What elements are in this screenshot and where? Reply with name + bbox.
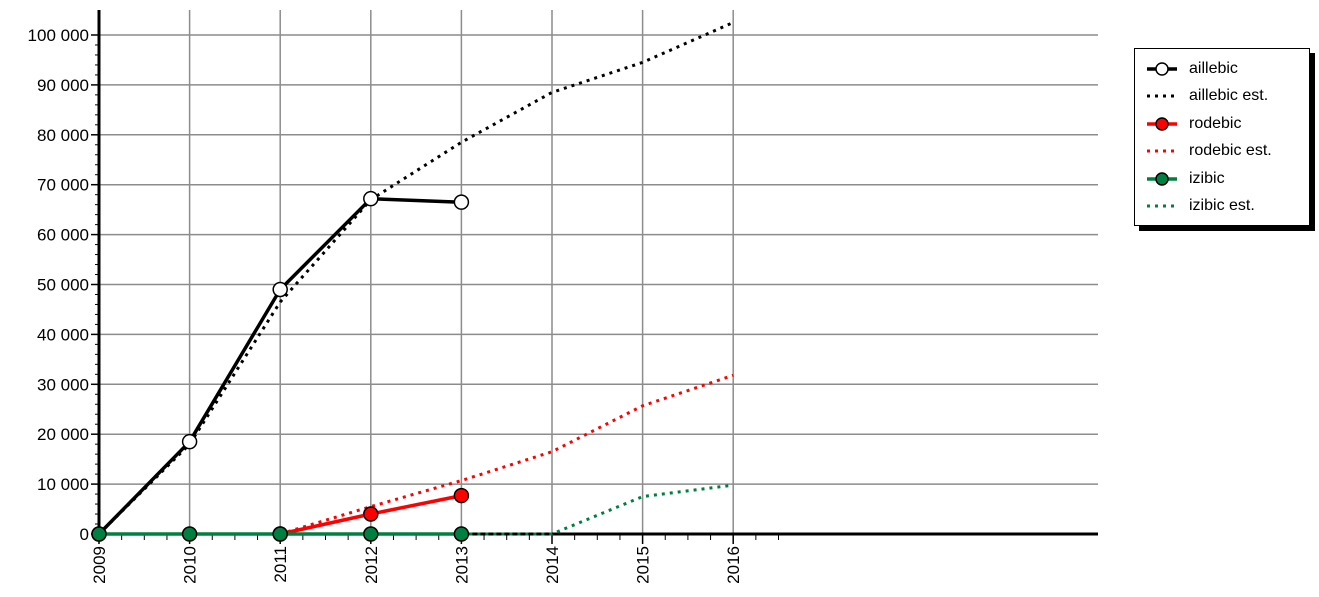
y-tick-label: 0 — [80, 525, 89, 544]
point-aillebic — [272, 281, 288, 298]
legend-label: izibic est. — [1189, 197, 1255, 215]
legend-swatch — [1147, 149, 1177, 153]
point-izibic — [453, 526, 470, 542]
legend-swatch — [1147, 62, 1177, 76]
point-izibic — [363, 526, 379, 542]
x-tick-label: 2013 — [452, 546, 471, 584]
y-tick-label: 20 000 — [37, 425, 89, 444]
y-tick-label: 10 000 — [37, 475, 89, 494]
point-izibic — [181, 526, 198, 542]
x-tick-label: 2015 — [634, 546, 653, 584]
legend-swatch — [1147, 204, 1177, 208]
x-tick-label: 2009 — [90, 546, 109, 584]
y-tick-label: 50 000 — [37, 276, 89, 295]
x-axis-ticks: 2009 2010 2011 2012 2013 2014 2015 2016 — [90, 534, 779, 584]
y-tick-label: 30 000 — [37, 375, 89, 394]
legend-item: rodebic — [1135, 110, 1309, 138]
point-rodebic — [453, 487, 470, 504]
legend-item: rodebic est. — [1135, 138, 1309, 166]
legend-label: izibic — [1189, 169, 1225, 187]
y-tick-label: 60 000 — [37, 226, 89, 245]
y-tick-label: 90 000 — [37, 76, 89, 95]
point-aillebic — [453, 194, 470, 210]
series-line-rodebic-est — [279, 373, 734, 536]
legend-swatch — [1147, 172, 1177, 186]
legend-item: aillebic est. — [1135, 83, 1309, 111]
point-izibic — [272, 526, 288, 542]
point-aillebic — [181, 433, 198, 450]
grid — [99, 10, 1098, 534]
y-tick-label: 100 000 — [28, 26, 89, 45]
series-layer — [91, 21, 734, 542]
y-tick-label: 70 000 — [37, 176, 89, 195]
y-tick-label: 80 000 — [37, 126, 89, 145]
legend-swatch — [1147, 117, 1177, 131]
series-line-aillebic-est — [97, 21, 734, 536]
point-izibic — [91, 526, 107, 542]
y-tick-label: 40 000 — [37, 325, 89, 344]
legend-swatch — [1147, 94, 1177, 98]
series-line-izibic-est — [461, 483, 734, 536]
axes — [97, 10, 1098, 536]
x-tick-label: 2016 — [724, 546, 743, 584]
legend: aillebic aillebic est. rodebic rodebic est.… — [1134, 48, 1310, 226]
x-tick-label: 2011 — [271, 546, 290, 583]
x-tick-label: 2012 — [362, 546, 381, 584]
legend-label: rodebic — [1189, 114, 1242, 132]
legend-label: rodebic est. — [1189, 142, 1272, 160]
legend-label: aillebic — [1189, 59, 1238, 77]
point-aillebic — [363, 190, 379, 207]
x-tick-label: 2014 — [543, 546, 562, 584]
legend-label: aillebic est. — [1189, 87, 1269, 105]
legend-item: izibic est. — [1135, 193, 1309, 221]
y-axis-ticks: 0 10 000 20 000 30 000 40 000 50 000 60 000 70 … — [28, 26, 99, 544]
legend-item: aillebic — [1135, 55, 1309, 83]
x-tick-label: 2010 — [181, 546, 200, 584]
point-rodebic — [363, 506, 379, 522]
legend-item: izibic — [1135, 165, 1309, 193]
